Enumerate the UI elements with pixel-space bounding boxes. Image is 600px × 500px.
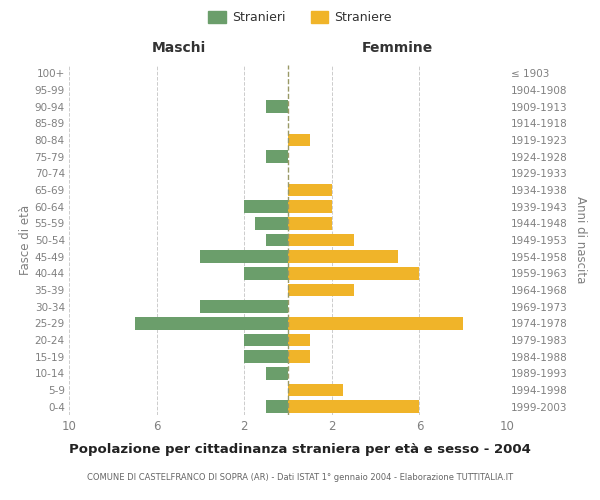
Bar — [288, 317, 463, 330]
Text: Popolazione per cittadinanza straniera per età e sesso - 2004: Popolazione per cittadinanza straniera p… — [69, 442, 531, 456]
Bar — [255, 217, 288, 230]
Bar — [244, 350, 288, 363]
Bar — [288, 200, 332, 213]
Bar — [244, 200, 288, 213]
Bar — [288, 267, 419, 280]
Bar — [266, 234, 288, 246]
Bar — [266, 400, 288, 413]
Y-axis label: Anni di nascita: Anni di nascita — [574, 196, 587, 284]
Bar — [244, 267, 288, 280]
Text: COMUNE DI CASTELFRANCO DI SOPRA (AR) - Dati ISTAT 1° gennaio 2004 - Elaborazione: COMUNE DI CASTELFRANCO DI SOPRA (AR) - D… — [87, 472, 513, 482]
Bar — [288, 384, 343, 396]
Legend: Stranieri, Straniere: Stranieri, Straniere — [203, 6, 397, 29]
Bar — [288, 234, 354, 246]
Bar — [288, 334, 310, 346]
Y-axis label: Fasce di età: Fasce di età — [19, 205, 32, 275]
Bar — [288, 350, 310, 363]
Bar — [134, 317, 288, 330]
Bar — [288, 250, 398, 263]
Bar — [288, 284, 354, 296]
Bar — [200, 250, 288, 263]
Bar — [244, 334, 288, 346]
Text: Maschi: Maschi — [151, 41, 206, 55]
Bar — [288, 134, 310, 146]
Text: Femmine: Femmine — [362, 41, 433, 55]
Bar — [266, 100, 288, 113]
Bar — [288, 217, 332, 230]
Bar — [200, 300, 288, 313]
Bar — [266, 367, 288, 380]
Bar — [266, 150, 288, 163]
Bar — [288, 184, 332, 196]
Bar — [288, 400, 419, 413]
